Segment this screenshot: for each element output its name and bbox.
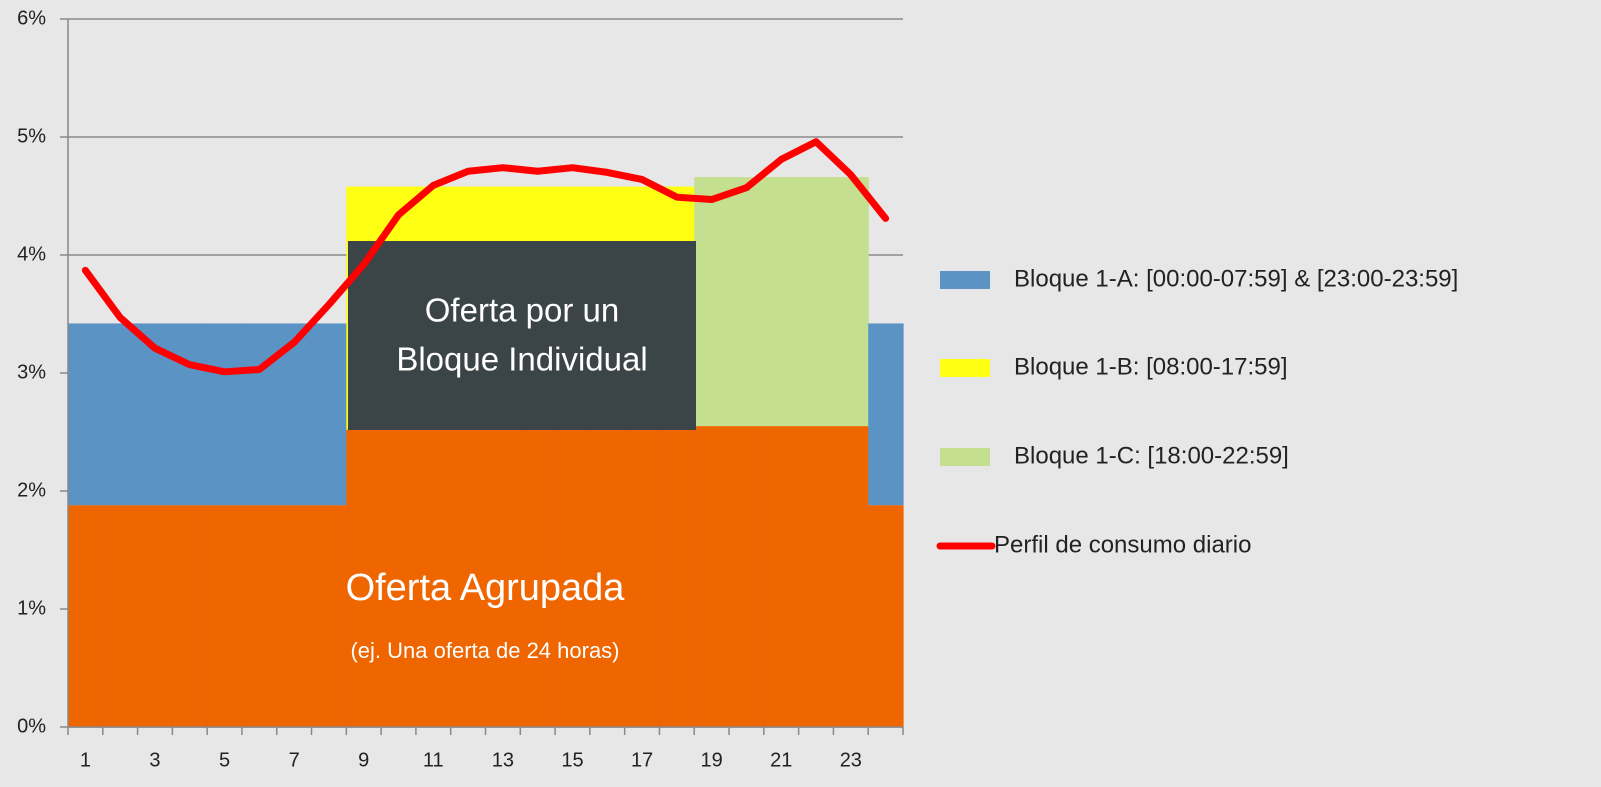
base-bar [241,505,278,727]
x-tick-label: 1 [80,749,91,771]
base-bar [485,429,521,727]
annotation: Oferta por un [425,292,619,329]
y-tick-label: 1% [17,597,46,619]
base-bar [207,505,243,727]
annotation: Oferta Agrupada [346,567,626,609]
x-tick-label: 21 [770,749,792,771]
x-tick-label: 17 [631,749,653,771]
x-tick-label: 13 [492,749,514,771]
x-tick-label: 23 [840,749,862,771]
base-bar [868,505,904,727]
bar [311,323,347,506]
base-bar [729,426,765,727]
base-bar [833,426,869,727]
y-tick-label: 3% [17,361,46,383]
base-bar [172,505,208,727]
annotation: (ej. Una oferta de 24 horas) [350,638,619,663]
base-bar [346,429,382,727]
bar [102,323,139,506]
legend-label: Bloque 1-B: [08:00-17:59] [1014,353,1288,380]
line [81,138,890,376]
legend-label: Bloque 1-A: [00:00-07:59] & [23:00-23:59… [1014,265,1458,292]
y-tick-label: 4% [17,243,46,265]
bar [241,323,278,506]
bar [729,177,765,427]
x-tick-label: 11 [423,749,444,771]
annotation: Bloque Individual [396,341,647,378]
x-tick-label: 19 [701,749,723,771]
base-bar [694,426,730,727]
bar [172,323,208,506]
legend-label: Bloque 1-C: [18:00-22:59] [1014,442,1289,469]
base-bar [68,505,104,727]
base-bar [137,505,173,727]
x-tick-label: 3 [149,749,160,771]
legend-label: Perfil de consumo diario [994,531,1251,558]
bar [763,177,800,427]
bar [798,177,835,427]
x-tick-label: 9 [358,749,369,771]
bar [694,177,730,427]
legend-swatch [940,359,990,377]
y-tick-label: 6% [17,7,46,29]
base-bar [276,505,313,727]
x-tick-label: 7 [289,749,300,771]
individual-box [348,241,696,430]
bar [68,323,104,506]
y-tick-label: 2% [17,479,46,501]
base-bar [555,429,591,727]
x-tick-label: 15 [561,749,583,771]
base-bar [659,429,695,727]
legend-swatch [940,271,990,289]
base-bar [450,429,487,727]
y-tick-label: 5% [17,125,46,147]
y-tick-label: 0% [17,715,46,737]
base-bar [624,429,661,727]
base-bar [381,429,417,727]
x-tick-label: 5 [219,749,230,771]
base-bar [520,429,556,727]
base-bar [311,505,347,727]
base-bar [798,426,835,727]
base-bar [102,505,139,727]
legend-swatch [940,448,990,466]
bar [868,323,904,506]
bar [833,177,869,427]
base-bar [589,429,626,727]
base-bar [415,429,452,727]
base-bar [763,426,800,727]
bar [207,323,243,506]
